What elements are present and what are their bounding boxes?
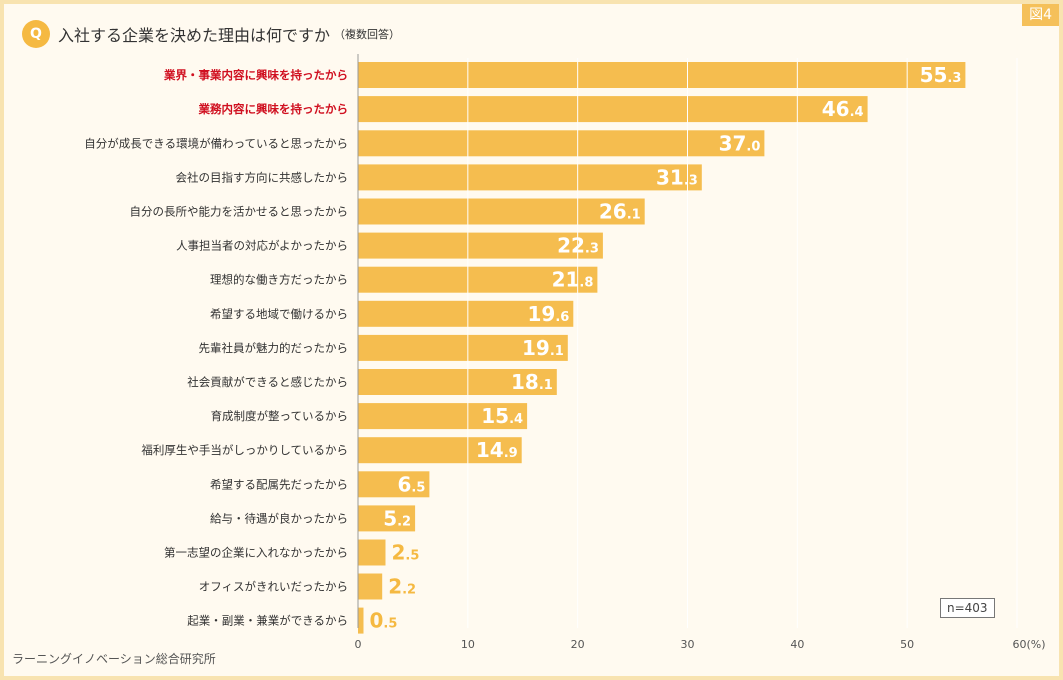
bar — [358, 403, 528, 430]
value-label: 46.4 — [822, 97, 864, 121]
figure-label: 図4 — [1022, 4, 1059, 26]
bar — [358, 607, 364, 634]
tick-label: 50 — [900, 638, 914, 651]
category-label: オフィスがきれいだったから — [199, 580, 348, 594]
source-label: ラーニングイノベーション総合研究所 — [12, 652, 216, 666]
sample-size-label: n=403 — [940, 598, 995, 618]
category-label: 会社の目指す方向に共感したから — [176, 170, 349, 184]
value-label: 2.5 — [392, 541, 420, 565]
question-text: 入社する企業を決めた理由は何ですか — [58, 26, 331, 45]
tick-label: 60(%) — [1012, 638, 1045, 651]
bar — [358, 369, 557, 395]
tick-label: 30 — [681, 638, 695, 651]
category-label: 給与・待遇が良かったから — [210, 511, 348, 525]
value-label: 0.5 — [370, 609, 398, 633]
question-badge: Q — [22, 20, 50, 48]
value-label: 14.9 — [476, 438, 518, 462]
bar — [358, 164, 702, 191]
category-label: 業界・事業内容に興味を持ったから — [163, 68, 348, 82]
tick-label: 10 — [461, 638, 475, 651]
bar — [358, 334, 568, 361]
bar — [358, 198, 645, 225]
bar — [358, 300, 574, 327]
bar — [358, 130, 765, 157]
value-label: 55.3 — [920, 63, 962, 87]
category-label: 福利厚生や手当がしっかりしているから — [141, 443, 348, 457]
category-label: 希望する配属先だったから — [210, 477, 348, 491]
value-label: 22.3 — [557, 234, 599, 258]
tick-label: 40 — [790, 638, 804, 651]
bar — [358, 96, 868, 123]
category-label: 理想的な働き方だったから — [210, 273, 348, 287]
category-label: 業務内容に興味を持ったから — [198, 102, 349, 116]
category-label: 先輩社員が魅力的だったから — [199, 341, 349, 355]
category-label: 起業・副業・兼業ができるから — [187, 614, 348, 628]
value-label: 15.4 — [481, 404, 523, 428]
bar — [358, 266, 598, 293]
value-label: 26.1 — [599, 200, 641, 224]
bar — [358, 505, 416, 532]
bar — [358, 573, 383, 600]
category-label: 人事担当者の対応がよかったから — [176, 239, 348, 253]
tick-label: 20 — [571, 638, 585, 651]
value-label: 37.0 — [719, 131, 761, 155]
category-label: 社会貢献ができると感じたから — [187, 375, 348, 389]
value-label: 2.2 — [388, 575, 416, 599]
category-label: 自分が成長できる環境が備わっていると思ったから — [84, 136, 348, 150]
category-label: 育成制度が整っているから — [211, 409, 348, 423]
value-label: 31.3 — [656, 165, 698, 189]
question-header: Q 入社する企業を決めた理由は何ですか （複数回答） — [22, 20, 400, 48]
value-label: 21.8 — [552, 268, 594, 292]
tick-label: 0 — [355, 638, 362, 651]
value-label: 18.1 — [511, 370, 553, 394]
bar — [358, 62, 966, 88]
category-label: 第一志望の企業に入れなかったから — [164, 546, 348, 560]
bar — [358, 232, 603, 259]
category-label: 希望する地域で働けるから — [210, 307, 348, 321]
bar — [358, 539, 386, 566]
value-label: 6.5 — [397, 472, 425, 496]
value-label: 19.6 — [527, 302, 569, 326]
category-label: 自分の長所や能力を活かせると思ったから — [130, 205, 349, 219]
bar — [358, 437, 522, 464]
bar — [358, 471, 430, 498]
value-label: 5.2 — [383, 506, 411, 530]
question-note: （複数回答） — [334, 28, 401, 41]
value-label: 19.1 — [522, 336, 564, 360]
